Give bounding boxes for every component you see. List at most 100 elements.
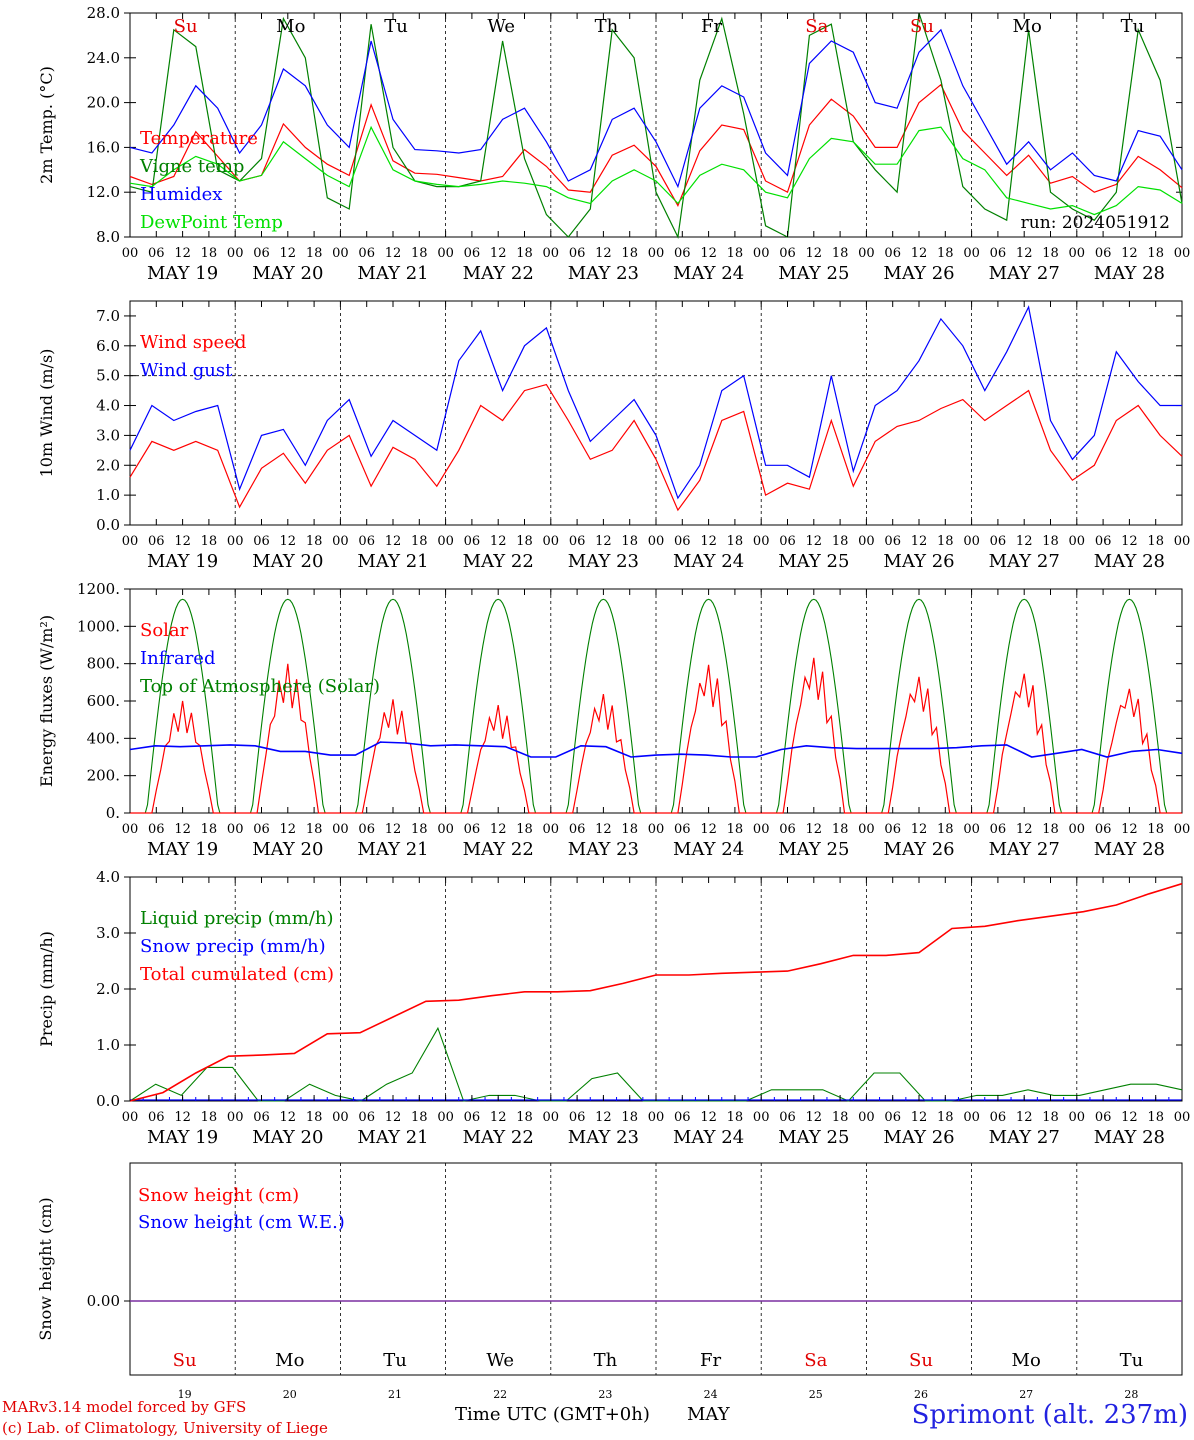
run-label: run: 2024051912 — [1021, 213, 1170, 233]
day-number-label: 22 — [493, 1388, 507, 1401]
hour-tick-label: 00 — [543, 1110, 560, 1125]
hour-tick-label: 18 — [306, 534, 323, 549]
day-name-label: Sa — [804, 1350, 827, 1371]
date-label: MAY 22 — [463, 1127, 534, 1148]
hour-tick-label: 00 — [753, 1110, 770, 1125]
hour-tick-label: 12 — [490, 246, 507, 261]
day-name-label: Su — [173, 1350, 197, 1371]
hour-tick-label: 00 — [543, 246, 560, 261]
date-label: MAY 22 — [463, 263, 534, 284]
y-axis-label: Precip (mm/h) — [37, 931, 56, 1047]
hour-tick-label: 00 — [437, 534, 454, 549]
day-number-label: 25 — [809, 1388, 823, 1401]
day-name-label: Su — [174, 16, 198, 37]
hour-tick-label: 00 — [227, 1110, 244, 1125]
date-label: MAY 26 — [883, 551, 954, 572]
hour-tick-label: 00 — [437, 246, 454, 261]
legend-entry: Vigne temp — [139, 156, 244, 177]
y-tick-label: 4.0 — [96, 868, 120, 886]
date-label: MAY 20 — [252, 263, 323, 284]
hour-tick-label: 06 — [884, 1110, 901, 1125]
day-number-label: 21 — [388, 1388, 402, 1401]
hour-tick-label: 12 — [280, 1110, 297, 1125]
day-name-label: Mo — [1012, 1350, 1041, 1371]
hour-tick-label: 00 — [332, 1110, 349, 1125]
date-label: MAY 23 — [568, 1127, 639, 1148]
legend-entry: Temperature — [140, 128, 258, 149]
date-label: MAY 19 — [147, 551, 218, 572]
model-credit: MARv3.14 model forced by GFS — [2, 1398, 247, 1416]
lab-credit: (c) Lab. of Climatology, University of L… — [2, 1419, 328, 1437]
hour-tick-label: 06 — [884, 246, 901, 261]
hour-tick-label: 12 — [1121, 822, 1138, 837]
hour-tick-label: 00 — [1069, 822, 1086, 837]
day-name-label: Th — [594, 1350, 618, 1371]
day-number-label: 26 — [914, 1388, 928, 1401]
hour-tick-label: 18 — [832, 822, 849, 837]
hour-tick-label: 06 — [253, 822, 270, 837]
day-name-label: Mo — [1013, 16, 1042, 37]
hour-tick-label: 12 — [280, 534, 297, 549]
day-name-label: Mo — [276, 16, 305, 37]
hour-tick-label: 18 — [411, 822, 428, 837]
day-name-label: Su — [910, 16, 934, 37]
hour-tick-label: 00 — [858, 822, 875, 837]
series-line-wind-speed — [129, 383, 1183, 512]
hour-tick-label: 06 — [358, 1110, 375, 1125]
day-name-label: Tu — [384, 16, 408, 37]
hour-tick-label: 06 — [990, 822, 1007, 837]
hour-tick-label: 12 — [490, 534, 507, 549]
hour-tick-label: 06 — [253, 1110, 270, 1125]
series-line-infrared — [129, 741, 1183, 758]
hour-tick-label: 18 — [306, 246, 323, 261]
hour-tick-label: 12 — [280, 822, 297, 837]
hour-tick-label: 18 — [516, 534, 533, 549]
hour-tick-label: 00 — [543, 822, 560, 837]
hour-tick-label: 12 — [595, 534, 612, 549]
day-name-label: We — [487, 16, 515, 37]
date-label: MAY 25 — [778, 551, 849, 572]
hour-tick-label: 00 — [858, 1110, 875, 1125]
y-tick-label: 0.00 — [87, 1292, 120, 1310]
hour-tick-label: 18 — [727, 1110, 744, 1125]
hour-tick-label: 12 — [174, 246, 191, 261]
legend-entry: Wind speed — [140, 332, 246, 353]
hour-tick-label: 00 — [963, 534, 980, 549]
hour-tick-label: 06 — [148, 1110, 165, 1125]
hour-tick-label: 06 — [990, 246, 1007, 261]
hour-tick-label: 00 — [122, 822, 139, 837]
hour-tick-label: 00 — [648, 534, 665, 549]
y-axis-label: 2m Temp. (°C) — [37, 66, 56, 184]
hour-tick-label: 12 — [1121, 534, 1138, 549]
hour-tick-label: 18 — [1042, 534, 1059, 549]
hour-tick-label: 06 — [1095, 1110, 1112, 1125]
hour-tick-label: 18 — [411, 246, 428, 261]
hour-tick-label: 00 — [437, 822, 454, 837]
hour-tick-label: 12 — [595, 1110, 612, 1125]
hour-tick-label: 06 — [569, 1110, 586, 1125]
y-tick-label: 0. — [106, 804, 120, 822]
hour-tick-label: 00 — [227, 534, 244, 549]
hour-tick-label: 12 — [911, 534, 928, 549]
date-label: MAY 23 — [568, 551, 639, 572]
hour-tick-label: 06 — [569, 246, 586, 261]
y-tick-label: 7.0 — [96, 307, 120, 325]
y-tick-label: 0.0 — [96, 1092, 120, 1110]
hour-tick-label: 00 — [332, 246, 349, 261]
hour-tick-label: 00 — [858, 534, 875, 549]
hour-tick-label: 00 — [122, 246, 139, 261]
hour-tick-label: 18 — [727, 534, 744, 549]
date-label: MAY 28 — [1094, 551, 1165, 572]
hour-tick-label: 06 — [990, 534, 1007, 549]
hour-tick-label: 18 — [621, 822, 638, 837]
hour-tick-label: 12 — [911, 822, 928, 837]
hour-tick-label: 00 — [1069, 534, 1086, 549]
hour-tick-label: 06 — [674, 822, 691, 837]
hour-tick-label: 18 — [1147, 534, 1164, 549]
hour-tick-label: 00 — [648, 1110, 665, 1125]
hour-tick-label: 00 — [332, 534, 349, 549]
plot-frame-2 — [129, 588, 1183, 814]
hour-tick-label: 18 — [727, 822, 744, 837]
day-name-label: Mo — [275, 1350, 304, 1371]
